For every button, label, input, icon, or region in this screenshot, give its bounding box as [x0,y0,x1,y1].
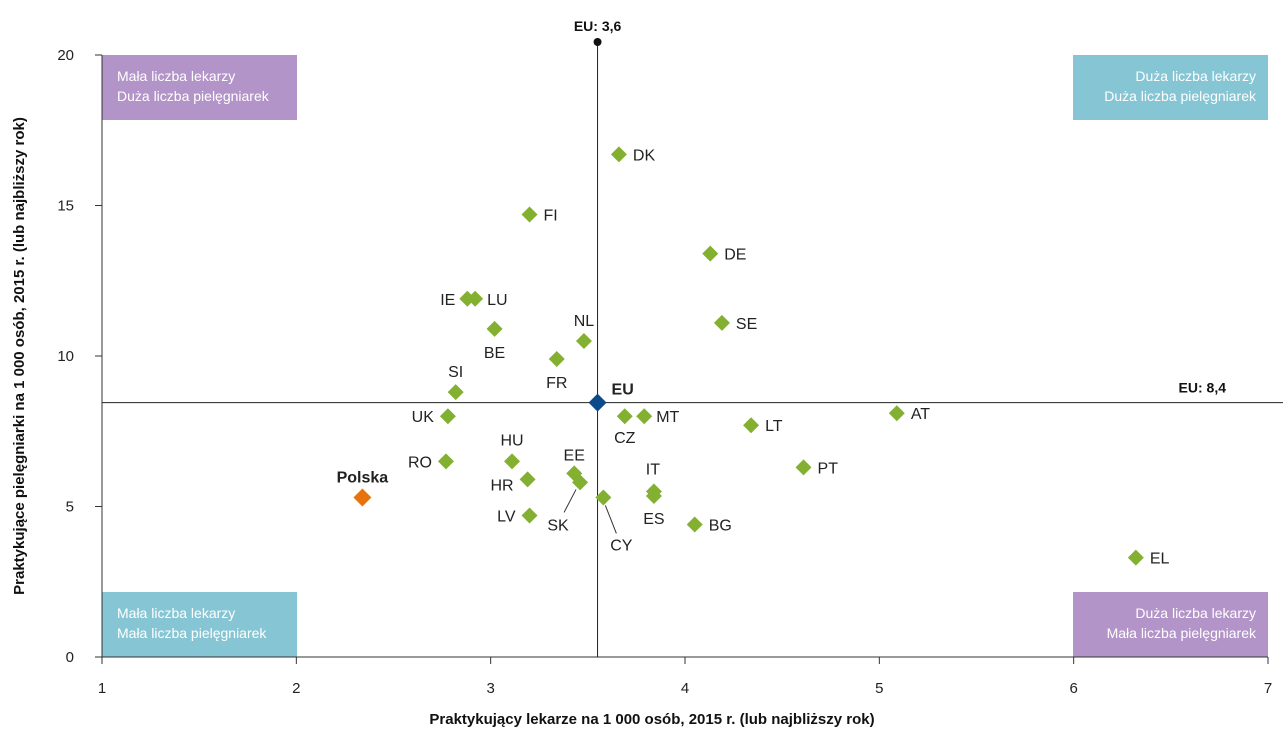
point-cy [595,489,612,506]
point-mt [636,408,653,425]
point-label-se: SE [736,316,757,333]
point-label-cy: CY [610,537,633,554]
quadrant-text: Duża liczba lekarzy [1135,605,1256,621]
point-pt [795,459,812,476]
quadrant-text: Duża liczba pielęgniarek [117,88,270,104]
quadrant-bottom-right: Duża liczba lekarzy Mała liczba pielęgnia… [1073,592,1268,657]
axes [101,55,1268,658]
x-ticks: 1 2 3 4 5 6 7 [98,657,1272,697]
point-label-nl: NL [574,313,595,330]
point-fi [521,206,538,223]
x-tick-label: 4 [681,680,689,697]
point-label-it: IT [646,461,660,478]
point-es [645,487,662,504]
quadrant-text: Mała liczba pielęgniarek [117,625,267,641]
quadrant-box [102,592,297,657]
point-hr [519,471,536,488]
point-polska [353,488,372,507]
point-label-pt: PT [818,460,839,477]
y-tick-label: 0 [66,649,74,666]
point-label-fr: FR [546,375,567,392]
x-tick-label: 7 [1264,680,1272,697]
quadrant-bottom-left: Mała liczba lekarzy Mała liczba pielęgnia… [102,592,297,657]
leader-line-cy [604,505,617,534]
point-label-sk: SK [547,517,569,534]
point-de [702,245,719,262]
point-label-ie: IE [440,292,455,309]
y-tick-label: 20 [57,47,74,64]
point-nl [575,332,592,349]
quadrant-box [102,55,297,120]
point-label-polska: Polska [337,469,389,486]
point-labels: DK FI DE IE LU SE BE NL FR SI EU UK CZ MT AT LT HU RO PT EE… [337,147,1170,567]
eu-reference-lines: EU: 3,6 EU: 8,4 [102,18,1283,657]
quadrant-boxes: Mała liczba lekarzy Duża liczba pielęgnia… [102,55,1268,657]
point-label-eu: EU [612,382,634,399]
point-label-el: EL [1150,551,1170,568]
point-label-at: AT [911,406,930,423]
y-ticks: 0 5 10 15 20 [57,47,102,666]
y-tick-label: 5 [66,499,74,516]
point-label-be: BE [484,345,505,362]
point-label-dk: DK [633,147,656,164]
point-label-cz: CZ [614,430,636,447]
quadrant-text: Mała liczba pielęgniarek [1107,625,1257,641]
point-lv [521,507,538,524]
point-lt [743,417,760,434]
eu-vertical-line-end-dot [593,38,602,46]
x-tick-label: 1 [98,680,106,697]
x-tick-label: 5 [875,680,883,697]
point-dk [610,146,627,163]
point-label-de: DE [724,247,746,264]
point-uk [439,408,456,425]
y-axis-title: Praktykujące pielęgniarki na 1 000 osób,… [11,117,28,595]
point-fr [548,351,565,368]
quadrant-top-right: Duża liczba lekarzy Duża liczba pielęgnia… [1073,55,1268,120]
point-label-mt: MT [656,409,679,426]
point-label-ro: RO [408,454,432,471]
point-si [447,384,464,401]
x-axis-title: Praktykujący lekarze na 1 000 osób, 2015… [429,711,874,728]
point-hu [504,453,521,470]
point-eu [588,393,607,412]
point-cz [616,408,633,425]
quadrant-text: Duża liczba pielęgniarek [1104,88,1257,104]
point-lu [467,290,484,307]
quadrant-text: Duża liczba lekarzy [1135,68,1256,84]
quadrant-text: Mała liczba lekarzy [117,605,235,621]
point-at [888,405,905,422]
eu-y-reference-label: EU: 8,4 [1179,380,1227,396]
point-sk [572,474,589,491]
point-bg [686,516,703,533]
y-tick-label: 15 [57,198,74,215]
leader-lines [563,489,617,534]
point-label-lv: LV [497,509,516,526]
point-label-hr: HR [490,477,513,494]
point-label-si: SI [448,364,463,381]
point-label-hu: HU [500,432,523,449]
eu-x-reference-label: EU: 3,6 [574,18,622,34]
y-tick-label: 10 [57,348,74,365]
x-tick-label: 6 [1069,680,1077,697]
x-tick-label: 3 [486,680,494,697]
quadrant-text: Mała liczba lekarzy [117,68,235,84]
point-be [486,320,503,337]
quadrant-top-left: Mała liczba lekarzy Duża liczba pielęgnia… [102,55,297,120]
point-label-lu: LU [487,292,507,309]
point-se [713,314,730,331]
point-label-lt: LT [765,418,783,435]
point-label-es: ES [643,511,664,528]
x-tick-label: 2 [292,680,300,697]
leader-line-sk [563,489,577,513]
point-ro [437,453,454,470]
quadrant-box [1073,592,1268,657]
data-points [353,146,1144,566]
point-label-ee: EE [564,447,585,464]
point-el [1127,549,1144,566]
point-label-uk: UK [412,409,435,426]
point-label-fi: FI [544,208,558,225]
point-label-bg: BG [709,518,732,535]
quadrant-box [1073,55,1268,120]
